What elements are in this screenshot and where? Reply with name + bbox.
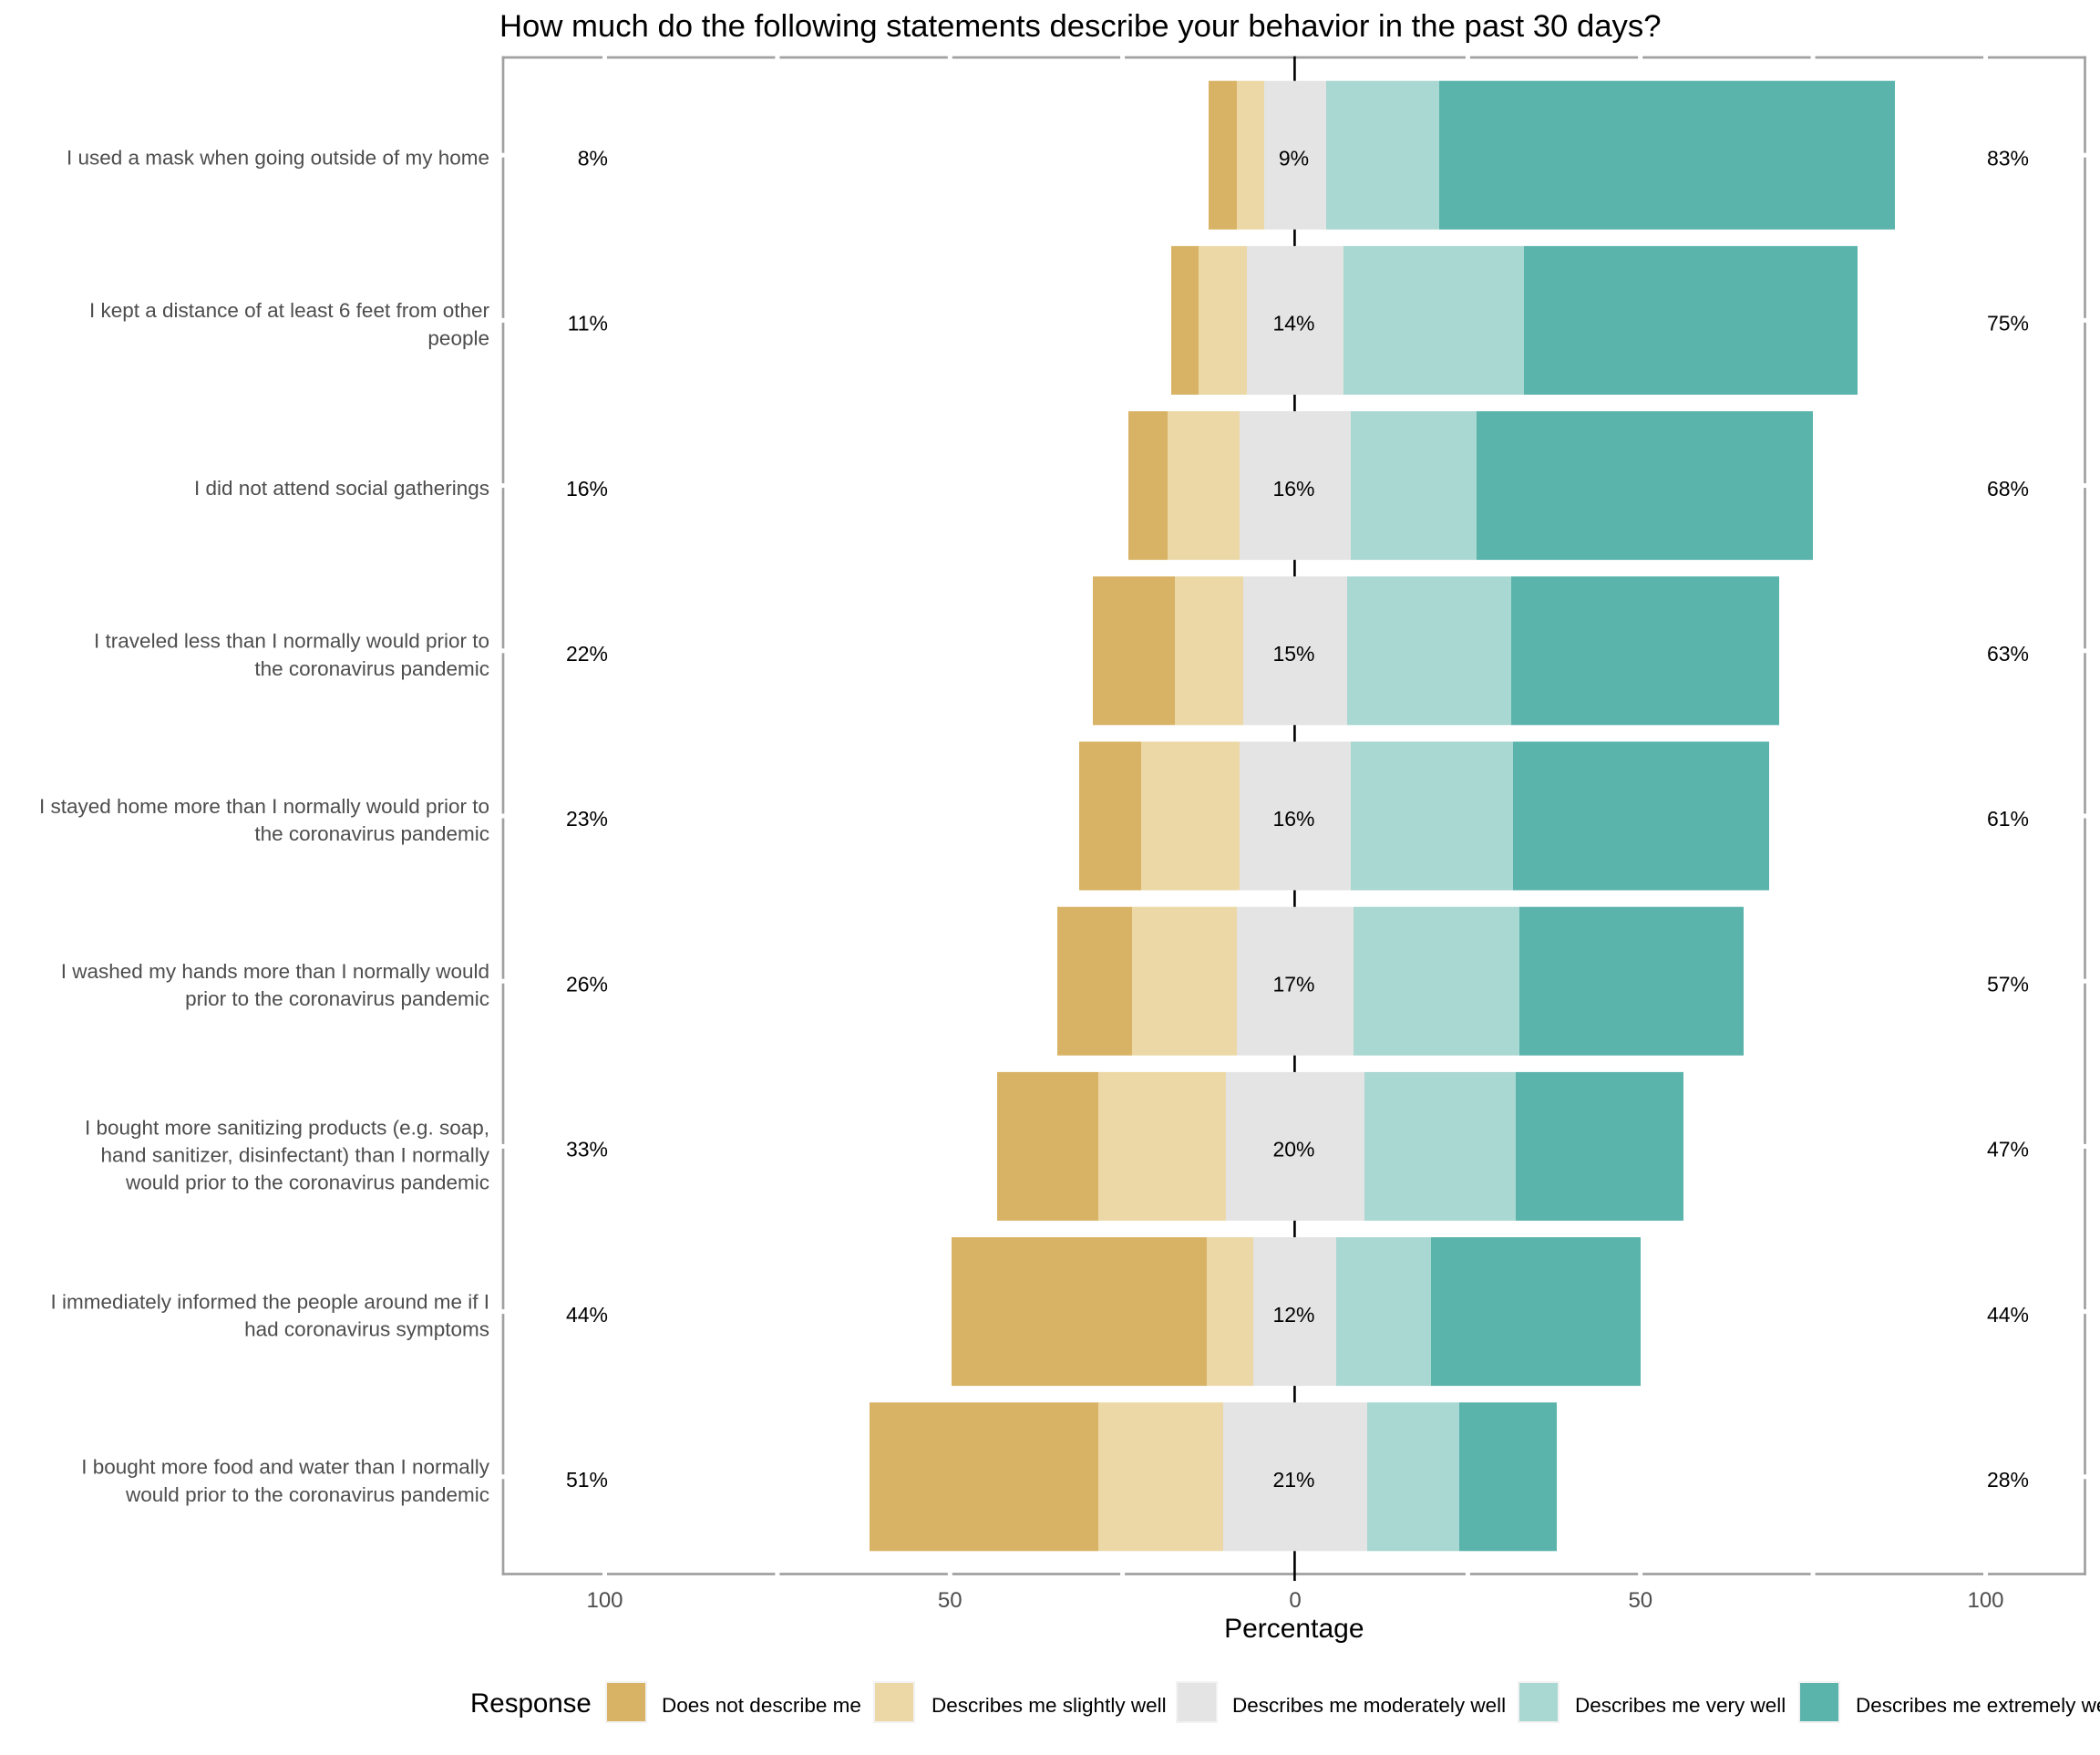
svg-text:Describes me moderately well: Describes me moderately well bbox=[1232, 1694, 1506, 1717]
svg-text:75%: 75% bbox=[1987, 312, 2029, 336]
svg-text:50: 50 bbox=[938, 1588, 962, 1613]
svg-text:20%: 20% bbox=[1272, 1138, 1314, 1161]
svg-text:Describes me slightly well: Describes me slightly well bbox=[932, 1694, 1167, 1717]
svg-text:I stayed home more than I norm: I stayed home more than I normally would… bbox=[39, 795, 489, 818]
svg-text:14%: 14% bbox=[1272, 312, 1314, 336]
svg-text:Describes me extremely well: Describes me extremely well bbox=[1856, 1694, 2100, 1717]
svg-text:Does not describe me: Does not describe me bbox=[662, 1694, 861, 1717]
svg-text:15%: 15% bbox=[1272, 642, 1314, 666]
svg-text:44%: 44% bbox=[566, 1303, 608, 1327]
svg-text:Response: Response bbox=[470, 1688, 592, 1719]
svg-text:47%: 47% bbox=[1987, 1138, 2029, 1161]
svg-text:100: 100 bbox=[1967, 1588, 2003, 1613]
svg-text:22%: 22% bbox=[566, 642, 608, 666]
svg-text:Describes me very well: Describes me very well bbox=[1575, 1694, 1786, 1717]
svg-text:17%: 17% bbox=[1272, 972, 1314, 996]
svg-text:would prior to the coronavirus: would prior to the coronavirus pandemic bbox=[125, 1171, 489, 1193]
svg-text:How much do the following stat: How much do the following statements des… bbox=[499, 9, 1662, 44]
svg-text:would prior to the coronavirus: would prior to the coronavirus pandemic bbox=[125, 1483, 489, 1506]
svg-text:Percentage: Percentage bbox=[1224, 1614, 1364, 1644]
svg-text:16%: 16% bbox=[566, 477, 608, 501]
svg-text:had coronavirus symptoms: had coronavirus symptoms bbox=[244, 1318, 489, 1341]
svg-text:50: 50 bbox=[1628, 1588, 1652, 1613]
svg-text:12%: 12% bbox=[1272, 1303, 1314, 1327]
svg-text:I traveled less than I normall: I traveled less than I normally would pr… bbox=[94, 630, 489, 653]
svg-text:the coronavirus pandemic: the coronavirus pandemic bbox=[254, 657, 489, 680]
svg-text:68%: 68% bbox=[1987, 477, 2029, 501]
svg-text:I did not attend social gather: I did not attend social gatherings bbox=[194, 477, 489, 500]
svg-text:26%: 26% bbox=[566, 972, 608, 996]
svg-text:I kept a distance of at least: I kept a distance of at least 6 feet fro… bbox=[89, 299, 489, 322]
svg-text:33%: 33% bbox=[566, 1138, 608, 1161]
svg-text:61%: 61% bbox=[1987, 807, 2029, 831]
svg-text:the coronavirus pandemic: the coronavirus pandemic bbox=[254, 822, 489, 845]
svg-text:63%: 63% bbox=[1987, 642, 2029, 666]
svg-text:51%: 51% bbox=[566, 1468, 608, 1492]
svg-text:I immediately informed the peo: I immediately informed the people around… bbox=[51, 1290, 490, 1313]
svg-text:44%: 44% bbox=[1987, 1303, 2029, 1327]
svg-text:28%: 28% bbox=[1987, 1468, 2029, 1492]
svg-text:I washed my hands more than I: I washed my hands more than I normally w… bbox=[61, 960, 489, 983]
svg-text:0: 0 bbox=[1289, 1588, 1301, 1613]
svg-text:23%: 23% bbox=[566, 807, 608, 831]
svg-text:57%: 57% bbox=[1987, 972, 2029, 996]
svg-text:16%: 16% bbox=[1272, 807, 1314, 831]
svg-text:hand sanitizer, disinfectant): hand sanitizer, disinfectant) than I nor… bbox=[101, 1143, 490, 1166]
svg-text:I used a mask when going outsi: I used a mask when going outside of my h… bbox=[67, 147, 489, 170]
svg-text:I bought more food and water t: I bought more food and water than I norm… bbox=[81, 1456, 490, 1479]
svg-text:I bought more sanitizing produ: I bought more sanitizing products (e.g. … bbox=[85, 1116, 489, 1139]
svg-text:9%: 9% bbox=[1279, 146, 1309, 170]
svg-text:8%: 8% bbox=[578, 146, 608, 170]
svg-text:83%: 83% bbox=[1987, 146, 2029, 170]
svg-text:people: people bbox=[427, 326, 489, 349]
svg-text:11%: 11% bbox=[568, 312, 608, 336]
svg-text:prior to the coronavirus pande: prior to the coronavirus pandemic bbox=[185, 987, 489, 1010]
svg-text:21%: 21% bbox=[1272, 1468, 1314, 1492]
svg-text:16%: 16% bbox=[1272, 477, 1314, 501]
svg-text:100: 100 bbox=[586, 1588, 623, 1613]
